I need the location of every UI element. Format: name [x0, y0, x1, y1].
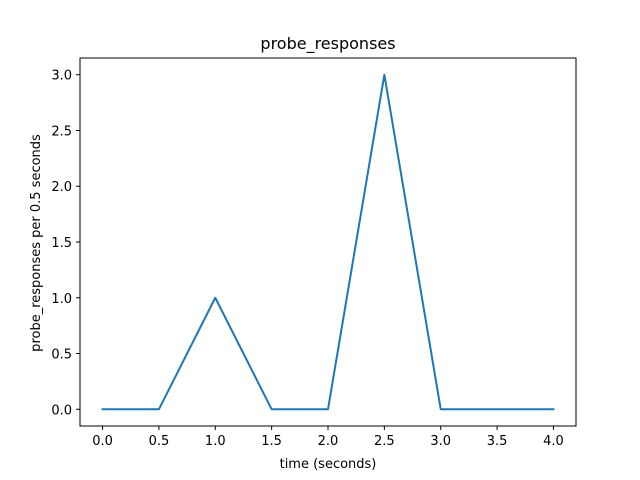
x-tick-label: 0.5	[149, 434, 170, 449]
series-line-0	[101, 73, 555, 411]
x-tick-label: 4.0	[543, 434, 564, 449]
y-tick-label: 2.0	[51, 180, 72, 195]
chart-title: probe_responses	[260, 34, 395, 54]
x-tick-label: 1.0	[205, 434, 226, 449]
x-tick-label: 1.5	[261, 434, 282, 449]
y-tick-label: 1.5	[51, 236, 72, 251]
y-tick-label: 0.5	[51, 348, 72, 363]
x-tick-label: 3.0	[430, 434, 451, 449]
x-tick-label: 0.0	[92, 434, 113, 449]
x-tick-label: 2.5	[374, 434, 395, 449]
y-tick-label: 2.5	[51, 124, 72, 139]
y-tick-label: 3.0	[51, 69, 72, 84]
x-tick-label: 3.5	[487, 434, 508, 449]
y-tick-label: 0.0	[51, 403, 72, 418]
plot-area: 0.0 0.5 1.0 1.5 2.0 2.5 3.0 3.5 4.0 0.0 0.5 1.0 1.5 2…	[51, 57, 577, 449]
y-tick-label: 1.0	[51, 292, 72, 307]
y-axis-label: probe_responses per 0.5 seconds	[29, 134, 44, 352]
x-tick-label: 2.0	[318, 434, 339, 449]
x-axis-label: time (seconds)	[280, 457, 377, 472]
